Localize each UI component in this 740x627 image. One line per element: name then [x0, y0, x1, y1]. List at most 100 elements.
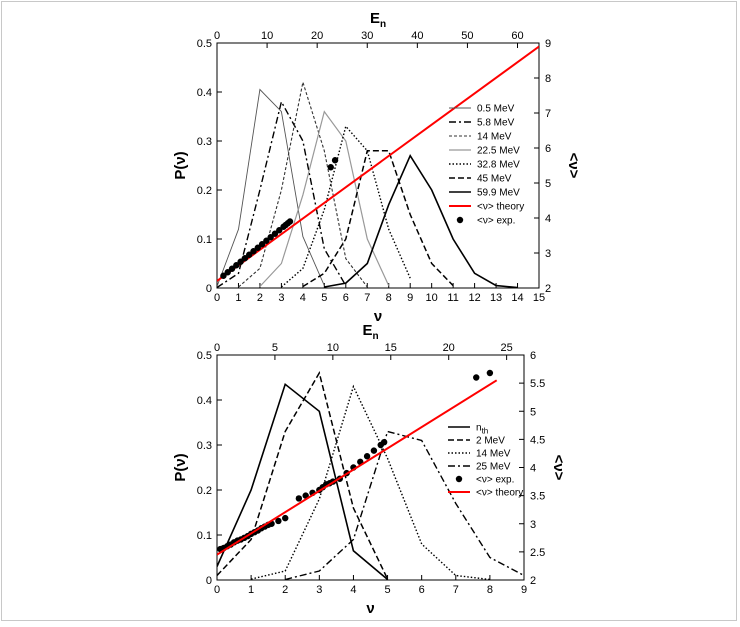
y2-tick-label: 6 [530, 350, 536, 362]
x-tick-label: 6 [419, 584, 425, 596]
data-point [237, 258, 244, 265]
y2-axis-label: <ν> [565, 153, 582, 179]
plot-frame [216, 42, 540, 289]
legend-label: 25 MeV [476, 462, 511, 473]
y2-tick-label: 5.5 [530, 378, 545, 390]
series-45-mev-line [302, 150, 454, 288]
data-point [271, 230, 279, 237]
series-2-mev-line [217, 371, 389, 580]
x-tick-label: 14 [511, 292, 523, 304]
x-axis-label: ν [366, 600, 374, 617]
y-tick-label: 0.2 [197, 185, 212, 197]
x-tick-label: 9 [521, 584, 527, 596]
y2-tick-label: 4 [530, 463, 536, 475]
y2-tick-label: 5 [530, 406, 536, 418]
series-5-8-mev-line [217, 99, 347, 288]
y2-tick-label: 7 [545, 108, 551, 120]
series-59-9-mev-line [324, 153, 518, 288]
series-0-5-mev-line [217, 88, 325, 287]
x2-tick-label: 10 [327, 342, 339, 354]
y-tick-label: 0.5 [197, 38, 212, 50]
data-point [224, 269, 231, 276]
x-tick-label: 15 [533, 292, 545, 304]
chart-bottom: 0 1 2 3 4 5 6 7 8 9 0 5 10 15 20 25 0 0.1 0.2 0.3 0.4 0.5 2 2.5… [172, 322, 567, 617]
legend-label: 59.9 MeV [477, 188, 520, 199]
x2-tick-label: 40 [411, 30, 423, 42]
legend-label: nth [476, 423, 488, 436]
y-tick-label: 0.5 [197, 350, 212, 362]
data-point [246, 251, 253, 258]
data-point [276, 227, 283, 234]
x-axis-label: ν [374, 308, 382, 325]
x2-tick-label: 25 [500, 342, 512, 354]
x-tick-label: 0 [214, 292, 220, 304]
data-point [327, 164, 334, 171]
legend-label: 45 MeV [477, 174, 512, 185]
legend-label: <ν> exp. [477, 216, 515, 227]
y-tick-label: 0.2 [197, 485, 212, 497]
x-tick-label: 8 [487, 584, 493, 596]
data-point [282, 514, 289, 522]
chart-top: 0 1 2 3 4 5 6 7 8 9 10 11 12 13 14 150 10 20 30 40 50 6000.10… [172, 10, 582, 325]
series--theory-line [217, 45, 539, 282]
x-tick-label: 1 [235, 292, 241, 304]
data-point [380, 438, 388, 446]
data-point [363, 453, 371, 460]
y-axis-label: P(ν) [172, 151, 189, 179]
x2-tick-label: 5 [272, 342, 278, 354]
legend-label: <ν> theory [477, 202, 524, 213]
data-point [228, 265, 236, 272]
x-tick-label: 13 [490, 292, 502, 304]
x-tick-label: 1 [248, 584, 254, 596]
data-point [258, 241, 266, 248]
legend-marker [456, 216, 464, 224]
y2-tick-label: 4.5 [530, 434, 545, 446]
legend-label: 2 MeV [476, 436, 505, 447]
data-point [241, 255, 249, 262]
x2-tick-label: 20 [311, 30, 323, 42]
series-22-5-mev-line [259, 110, 390, 287]
data-point [275, 517, 282, 525]
y-tick-label: 0.4 [197, 395, 212, 407]
x-tick-label: 11 [447, 292, 458, 304]
y-tick-label: 0.1 [197, 234, 212, 246]
y-tick-label: 0.1 [197, 530, 212, 542]
y2-tick-label: 3 [545, 248, 551, 260]
y2-tick-label: 2.5 [530, 547, 545, 559]
data-point [473, 374, 480, 381]
data-point [486, 369, 494, 377]
x-tick-label: 10 [426, 292, 438, 304]
y-tick-label: 0.3 [197, 136, 212, 148]
x2-tick-label: 20 [443, 342, 455, 354]
x2-tick-label: 0 [214, 342, 220, 354]
x-tick-label: 2 [282, 584, 288, 596]
y2-tick-label: 8 [545, 73, 551, 85]
x-tick-label: 4 [350, 584, 356, 596]
data-point [331, 157, 339, 164]
data-point [370, 447, 378, 454]
y2-tick-label: 3 [530, 519, 536, 531]
x2-axis-label: En [370, 10, 386, 30]
data-point [233, 262, 240, 269]
legend-label: 32.8 MeV [477, 160, 520, 171]
x2-tick-label: 10 [261, 30, 273, 42]
x-tick-label: 4 [300, 292, 306, 304]
x-tick-label: 2 [257, 292, 263, 304]
data-point [267, 234, 274, 241]
x-tick-label: 5 [384, 584, 390, 596]
legend-label: <ν> exp. [476, 475, 514, 486]
x-tick-label: 6 [343, 292, 349, 304]
x-tick-label: 9 [407, 292, 413, 304]
x-tick-label: 3 [316, 584, 322, 596]
y-tick-label: 0 [206, 283, 212, 295]
x2-tick-label: 50 [461, 30, 473, 42]
legend-marker [455, 475, 463, 483]
y-tick-label: 0.3 [197, 440, 212, 452]
x2-tick-label: 60 [511, 30, 523, 42]
data-point [263, 237, 270, 244]
legend-label: 22.5 MeV [477, 146, 520, 157]
legend-label: 0.5 MeV [477, 104, 515, 115]
y-tick-label: 0.4 [197, 87, 212, 99]
